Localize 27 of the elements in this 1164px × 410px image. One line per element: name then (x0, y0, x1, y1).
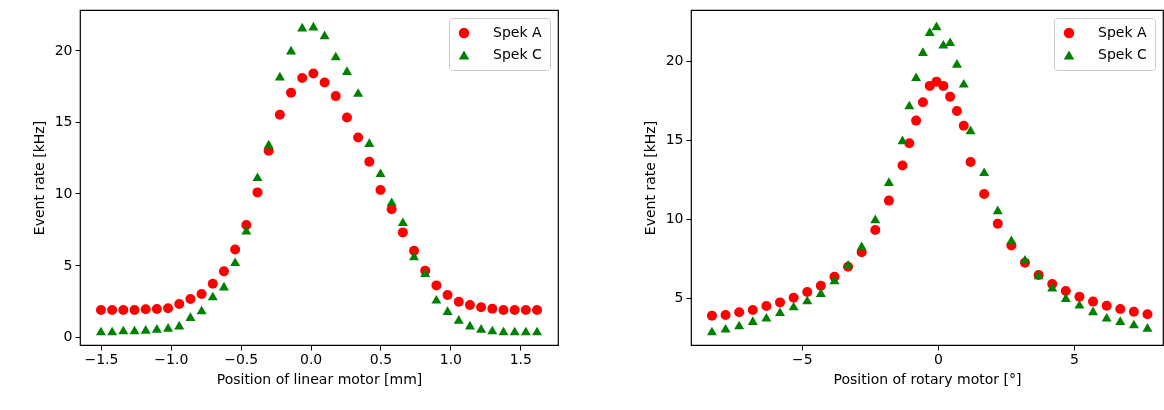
y-tick-label: 15 (54, 113, 73, 130)
y-tick-label: 10 (54, 184, 73, 201)
x-tick-label: −0.5 (224, 350, 259, 367)
y-tick-label: 20 (665, 52, 684, 69)
x-axis-title: Position of rotary motor [°] (833, 370, 1022, 387)
x-tick-label: 0.5 (369, 350, 393, 367)
y-tick-label: 10 (665, 210, 684, 227)
y-axis-title: Event rate [kHz] (30, 120, 47, 236)
x-tick-label: 1.0 (439, 350, 463, 367)
legend-label: Spek A (1098, 24, 1147, 40)
x-tick-label: 1.5 (509, 350, 532, 367)
x-tick-label: −5 (791, 350, 813, 367)
x-axis-title: Position of linear motor [mm] (216, 370, 423, 387)
y-tick-label: 15 (665, 131, 684, 148)
x-tick-label: 5 (1070, 350, 1079, 367)
x-tick-label: 0.0 (299, 350, 323, 367)
y-tick-label: 5 (63, 256, 73, 273)
legend-label: Spek C (493, 46, 542, 62)
x-tick-label: 0 (933, 350, 943, 367)
legend-label: Spek A (493, 24, 542, 40)
y-axis-title: Event rate [kHz] (641, 120, 658, 236)
legend-label: Spek C (1098, 46, 1147, 62)
y-tick-label: 20 (54, 41, 73, 58)
y-tick-label: 0 (63, 328, 73, 345)
x-tick-label: −1.5 (84, 350, 119, 367)
x-tick-label: −1.0 (154, 350, 189, 367)
y-tick-label: 5 (674, 289, 684, 306)
